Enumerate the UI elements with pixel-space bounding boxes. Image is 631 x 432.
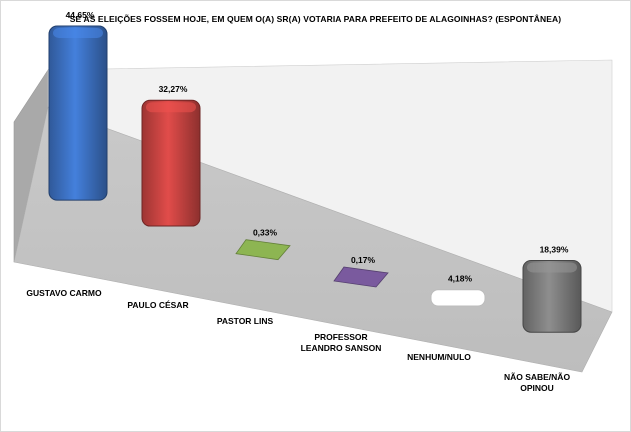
data-label-3: 0,17% — [351, 255, 376, 265]
category-label-4: NENHUM/NULO — [407, 352, 471, 362]
category-label-5-line-1: OPINOU — [520, 383, 554, 393]
bar-4 — [430, 289, 486, 307]
data-label-2: 0,33% — [253, 228, 278, 238]
bar-top-highlight-0 — [53, 28, 103, 39]
category-label-1: PAULO CÉSAR — [127, 300, 188, 310]
category-label-3-line-1: LEANDRO SANSON — [301, 343, 382, 353]
data-label-5: 18,39% — [540, 244, 569, 254]
category-label-3-line-0: PROFESSOR — [314, 332, 367, 342]
bar-top-highlight-5 — [527, 262, 577, 273]
bar-2 — [235, 239, 291, 261]
bar-0 — [48, 25, 108, 201]
bar-5 — [522, 259, 582, 333]
category-label-5-line-0: NÃO SABE/NÃO — [504, 372, 571, 382]
data-label-0: 44,65% — [66, 10, 95, 20]
data-label-4: 4,18% — [448, 274, 473, 284]
chart-title: SE AS ELEIÇÕES FOSSEM HOJE, EM QUEM O(A)… — [69, 14, 562, 24]
category-label-0: GUSTAVO CARMO — [26, 288, 102, 298]
bar-3 — [333, 266, 389, 288]
bar-1 — [141, 99, 201, 227]
data-label-1: 32,27% — [159, 84, 188, 94]
category-label-2: PASTOR LINS — [217, 316, 274, 326]
bar-top-highlight-1 — [146, 102, 196, 113]
